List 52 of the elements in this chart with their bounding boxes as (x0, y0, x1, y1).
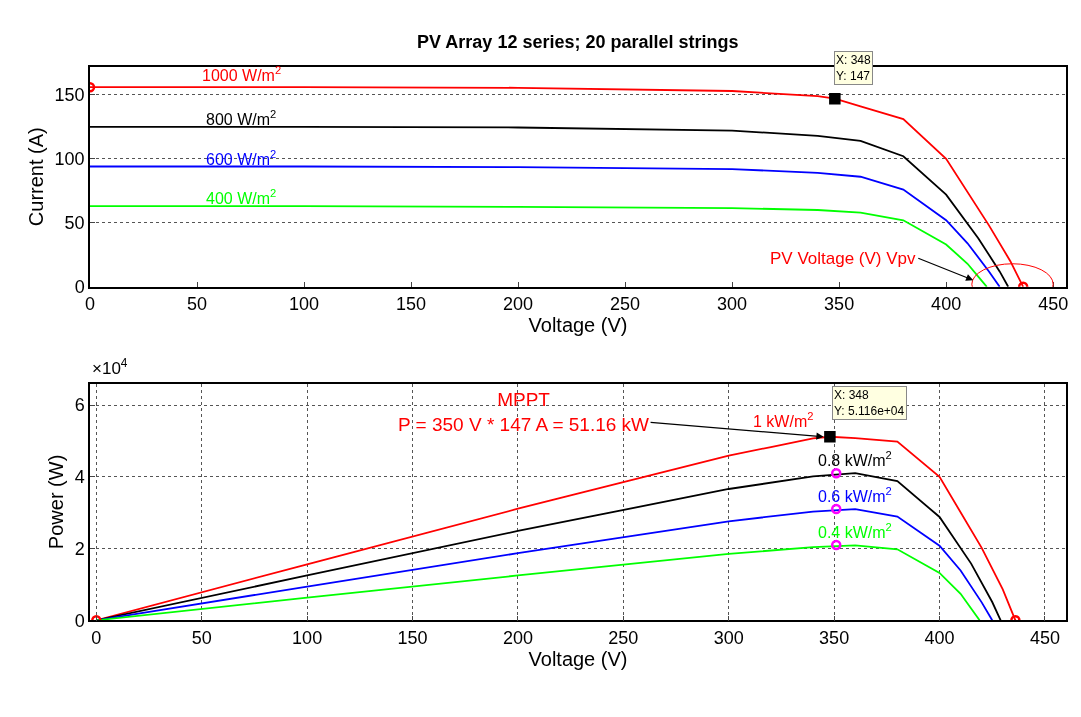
x-tick-label: 50 (187, 294, 208, 315)
x-tick-label: 200 (503, 294, 534, 315)
series-label: 1000 W/m$^{2}$ (202, 64, 282, 84)
annotation: X: 348 Y: 147 (836, 53, 872, 83)
x-tick-label: 300 (717, 294, 748, 315)
y-tick-label: 6 (74, 395, 85, 416)
x-tick-label: 0 (91, 627, 102, 648)
y-tick-label: 150 (54, 85, 85, 106)
y-tick-label: 0 (74, 610, 85, 631)
line-series (90, 205, 988, 287)
point (830, 467, 842, 479)
y-tick-label: 0 (74, 277, 85, 298)
x-tick-label: 300 (713, 627, 744, 648)
x-tick-label: 150 (397, 627, 428, 648)
y-tick-label: 4 (74, 467, 85, 488)
series-label: 0.6 kW/m$^{2}$ (818, 485, 892, 505)
x-tick-label: 350 (824, 294, 855, 315)
x-tick-label: 200 (502, 627, 533, 648)
series-label: 400 W/m$^{2}$ (206, 187, 277, 207)
point (830, 503, 842, 515)
x-tick-label: 250 (608, 627, 639, 648)
y-tick-label: 2 (74, 538, 85, 559)
y-axis-title: Power (W) (44, 454, 67, 550)
annotation: MPPT P = 350 V * 147 A = 51.16 kW (398, 389, 650, 435)
point (824, 431, 836, 443)
series-label: 0.4 kW/m$^{2}$ (818, 521, 892, 541)
text: ×10$^{4}$ (92, 356, 128, 379)
annotation: PV Voltage (V) Vpv (770, 249, 917, 268)
y-tick-label: 50 (64, 213, 85, 234)
point (829, 92, 841, 105)
point (830, 539, 842, 551)
legend-label: 0.8 kW/m$^{2}$ (818, 449, 892, 469)
x-tick-label: 400 (931, 294, 962, 315)
y-tick-label: 100 (54, 149, 85, 170)
annotation: X: 348 Y: 5.116e+04 (834, 388, 905, 418)
x-axis-title: Voltage (V) (528, 647, 628, 670)
x-tick-label: 100 (289, 294, 320, 315)
line-series (90, 165, 1001, 287)
x-tick-label: 450 (1038, 294, 1069, 315)
x-tick-label: 50 (191, 627, 212, 648)
x-tick-label: 100 (292, 627, 323, 648)
chart-title: PV Array 12 series; 20 parallel strings (417, 32, 739, 52)
x-tick-label: 400 (924, 627, 955, 648)
x-tick-label: 350 (819, 627, 850, 648)
x-axis-title: Voltage (V) (528, 314, 628, 337)
y-axis-title: Current (A) (24, 127, 47, 227)
x-tick-label: 450 (1029, 627, 1060, 648)
x-tick-label: 250 (610, 294, 641, 315)
x-tick-label: 150 (396, 294, 427, 315)
series-label: 600 W/m$^{2}$ (206, 148, 277, 168)
series-label: 800 W/m$^{2}$ (206, 108, 277, 128)
series-label: 1 kW/m$^{2}$ (753, 410, 814, 430)
